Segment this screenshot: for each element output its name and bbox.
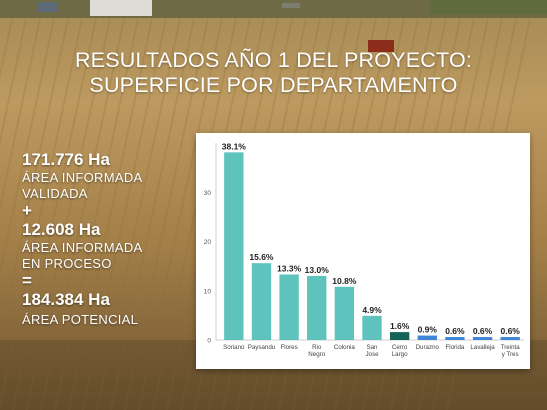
bar-data-label: 15.6%: [249, 252, 274, 262]
y-tick-label: 10: [204, 288, 212, 295]
x-tick-label: Lavalleja: [470, 344, 495, 351]
title-line-1: RESULTADOS AÑO 1 DEL PROYECTO:: [74, 48, 473, 72]
bar: [279, 274, 299, 340]
bar: [362, 315, 382, 340]
x-tick-label: San: [366, 344, 378, 351]
bar-data-label: 4.9%: [362, 305, 382, 315]
bar-data-label: 10.8%: [332, 276, 357, 286]
bar-data-label: 1.6%: [390, 321, 410, 331]
bar-data-label: 13.0%: [305, 265, 330, 275]
potential-area-label: ÁREA POTENCIAL: [22, 312, 139, 327]
validated-area-label-1: ÁREA INFORMADA: [22, 170, 143, 185]
bar-data-label: 13.3%: [277, 263, 302, 273]
bar-data-label: 0.6%: [445, 326, 465, 336]
x-tick-label: Negro: [308, 351, 325, 358]
x-tick-label: Colonia: [334, 344, 356, 351]
y-tick-label: 0: [207, 338, 211, 345]
bar-data-label: 0.6%: [500, 326, 520, 336]
x-tick-label: Cerro: [392, 344, 408, 351]
title-line-2: SUPERFICIE POR DEPARTAMENTO: [89, 73, 458, 97]
x-tick-label: Durazno: [416, 344, 440, 351]
bar-data-label: 0.9%: [418, 325, 438, 335]
chart-card: 0 10 20 30 38.1% Soriano 15.6% Paysandu 13.3% Flo…: [196, 133, 530, 369]
bar-data-label: 38.1%: [222, 141, 247, 151]
y-tick-label: 30: [204, 190, 212, 197]
bar: [472, 337, 493, 340]
x-tick-label: Largo: [392, 351, 408, 358]
plus-sign: +: [22, 201, 32, 220]
bar: [500, 337, 520, 340]
bar: [445, 337, 465, 340]
x-tick-label: Florida: [445, 344, 464, 351]
x-tick-label: Rio: [312, 344, 322, 351]
bar-chart: 0 10 20 30 38.1% Soriano 15.6% Paysandu 13.3% Flo…: [204, 141, 524, 358]
page-title: RESULTADOS AÑO 1 DEL PROYECTO: SUPERFICI…: [40, 48, 507, 98]
bar: [307, 275, 327, 340]
x-tick-label: Jose: [365, 351, 379, 358]
x-tick-label: Flores: [280, 344, 297, 351]
y-tick-label: 20: [204, 239, 212, 246]
bar-data-label: 0.6%: [473, 326, 493, 336]
x-tick-label: Treinta: [501, 344, 521, 351]
validated-area-value: 171.776 Ha: [22, 150, 110, 169]
process-area-value: 12.608 Ha: [22, 220, 101, 239]
validated-area-label-2: VALIDADA: [22, 186, 88, 201]
x-tick-label: Soriano: [223, 344, 245, 351]
bar: [224, 152, 244, 340]
bar: [334, 286, 355, 340]
process-area-label-1: ÁREA INFORMADA: [22, 240, 143, 255]
x-tick-label: y Tres: [502, 351, 519, 358]
bar: [251, 263, 272, 340]
bar: [417, 335, 437, 340]
x-tick-label: Paysandu: [248, 344, 276, 351]
potential-area-value: 184.384 Ha: [22, 290, 110, 309]
process-area-label-2: EN PROCESO: [22, 256, 112, 271]
bar: [389, 332, 410, 340]
area-summary: 171.776 Ha ÁREA INFORMADA VALIDADA + 12.…: [22, 150, 143, 328]
equals-sign: =: [22, 271, 32, 290]
